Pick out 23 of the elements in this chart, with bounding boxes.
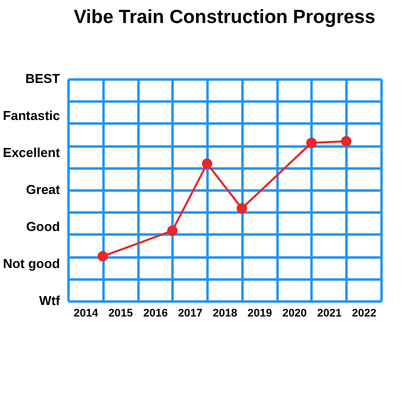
x-tick-label: 2019 [248,308,272,320]
text: Not good [2,256,60,271]
point [306,138,317,148]
text: Good [26,219,60,234]
text: BEST [25,71,60,86]
x-tick-label: 2015 [108,308,133,320]
x-tick-label: 2014 [74,308,99,320]
point [167,225,178,236]
chart-title: Vibe Train Construction Progress [74,7,376,28]
x-tick-label: 2020 [282,308,307,320]
x-tick-label: 2018 [212,308,238,320]
x-tick-label: 2016 [143,308,168,320]
point [202,158,212,169]
text: Fantastic [2,108,60,123]
x-tick-label: 2022 [352,308,376,320]
x-tick-label: 2017 [178,308,202,320]
point [340,136,352,147]
text: Excellent [2,145,61,160]
point [236,203,248,214]
text: Wtf [39,293,61,308]
point [98,251,108,262]
text: Great [26,182,61,197]
x-tick-label: 2021 [317,308,342,320]
